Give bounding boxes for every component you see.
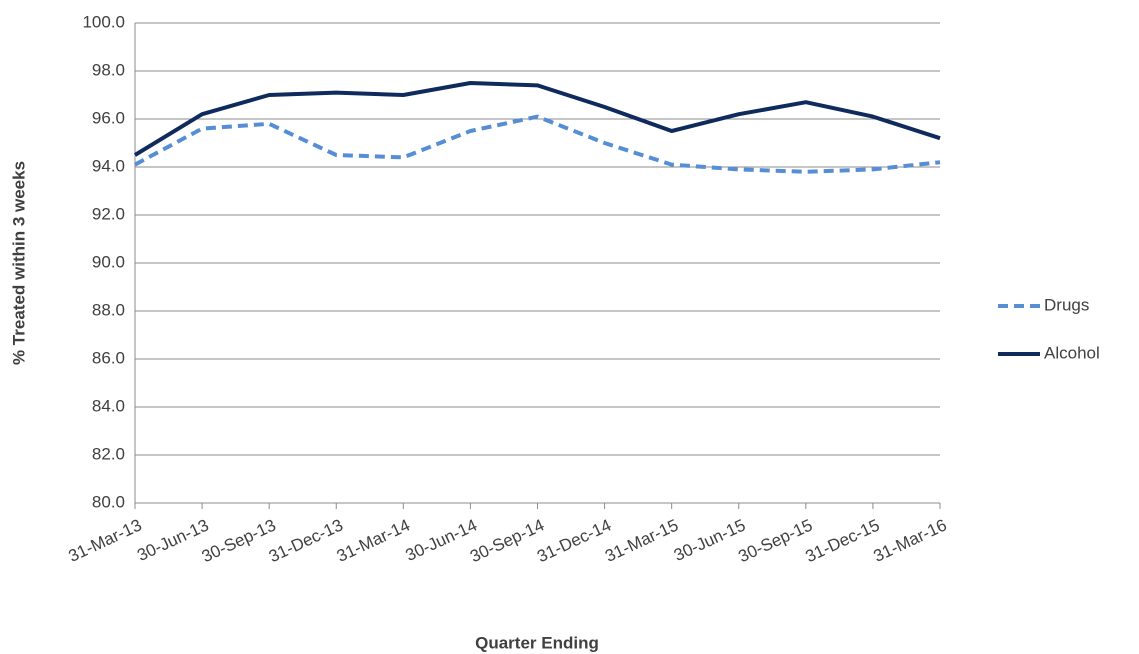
y-tick-label: 82.0 — [92, 444, 125, 463]
x-tick-label: 31-Dec-13 — [266, 515, 346, 566]
x-tick-label: 30-Jun-15 — [671, 515, 748, 565]
x-axis-title: Quarter Ending — [475, 633, 599, 652]
y-tick-label: 96.0 — [92, 108, 125, 127]
series-line — [134, 114, 941, 174]
x-tick-label: 30-Sep-14 — [467, 515, 547, 566]
y-tick-label: 98.0 — [92, 60, 125, 79]
y-tick-label: 86.0 — [92, 348, 125, 367]
x-tick-label: 30-Jun-13 — [134, 515, 211, 565]
x-tick-label: 31-Dec-15 — [803, 515, 883, 566]
y-tick-label: 80.0 — [92, 492, 125, 511]
x-tick-label: 30-Sep-13 — [199, 515, 279, 566]
x-tick-label: 31-Mar-13 — [65, 515, 144, 565]
y-tick-label: 100.0 — [82, 12, 125, 31]
x-tick-label: 31-Mar-16 — [870, 515, 949, 565]
x-tick-label: 31-Mar-15 — [602, 515, 681, 565]
series-line — [133, 81, 941, 157]
x-tick-label: 31-Mar-14 — [334, 515, 413, 565]
y-axis-title: % Treated within 3 weeks — [9, 161, 28, 365]
y-tick-label: 88.0 — [92, 300, 125, 319]
x-tick-label: 31-Dec-14 — [534, 515, 614, 566]
legend-label: Alcohol — [1044, 343, 1100, 362]
x-tick-label: 30-Sep-15 — [735, 515, 815, 566]
y-tick-label: 84.0 — [92, 396, 125, 415]
x-tick-label: 30-Jun-14 — [403, 515, 480, 565]
y-tick-label: 94.0 — [92, 156, 125, 175]
y-tick-label: 90.0 — [92, 252, 125, 271]
legend-label: Drugs — [1044, 295, 1089, 314]
y-tick-label: 92.0 — [92, 204, 125, 223]
